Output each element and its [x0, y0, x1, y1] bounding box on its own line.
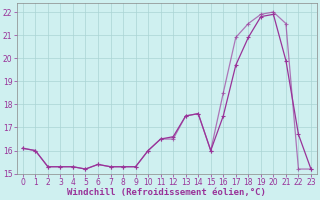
X-axis label: Windchill (Refroidissement éolien,°C): Windchill (Refroidissement éolien,°C): [68, 188, 266, 197]
